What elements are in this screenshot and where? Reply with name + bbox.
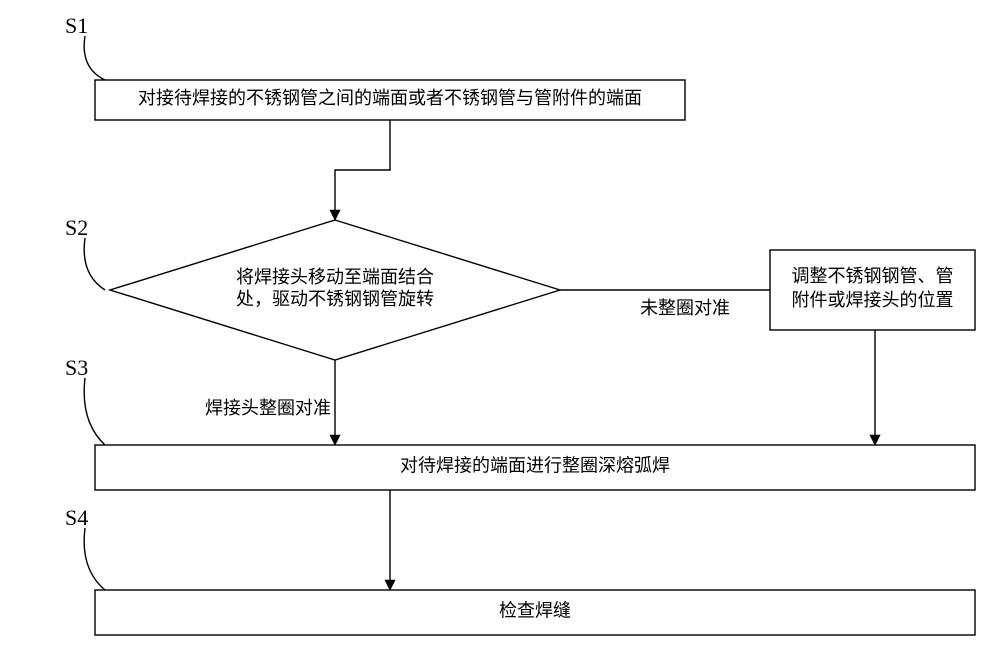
s2_diamond-text-1: 处，驱动不锈钢钢管旋转	[236, 289, 434, 309]
s4-leader	[84, 528, 105, 590]
s1-leader	[84, 36, 105, 80]
s4-label: S4	[65, 505, 88, 530]
s4_box-text: 检查焊缝	[499, 601, 571, 621]
adjust_box-text-0: 调整不锈钢钢管、管	[792, 266, 954, 286]
s1_box-text: 对接待焊接的不锈钢管之间的端面或者不锈钢管与管附件的端面	[138, 88, 642, 108]
s3_box-text: 对待焊接的端面进行整圈深熔弧焊	[400, 456, 670, 476]
s3-leader	[84, 378, 105, 445]
s3-label: S3	[65, 355, 88, 380]
s1-label: S1	[65, 13, 88, 38]
s2_diamond-text-0: 将焊接头移动至端面结合	[236, 267, 434, 287]
s2_to_adjust-label: 未整圈对准	[640, 298, 730, 318]
s1_to_s2	[335, 120, 390, 220]
s2-leader	[84, 238, 105, 290]
s2-label: S2	[65, 215, 88, 240]
adjust_box-text-1: 附件或焊接头的位置	[792, 290, 954, 310]
s2_to_s3-label: 焊接头整圈对准	[205, 398, 331, 418]
